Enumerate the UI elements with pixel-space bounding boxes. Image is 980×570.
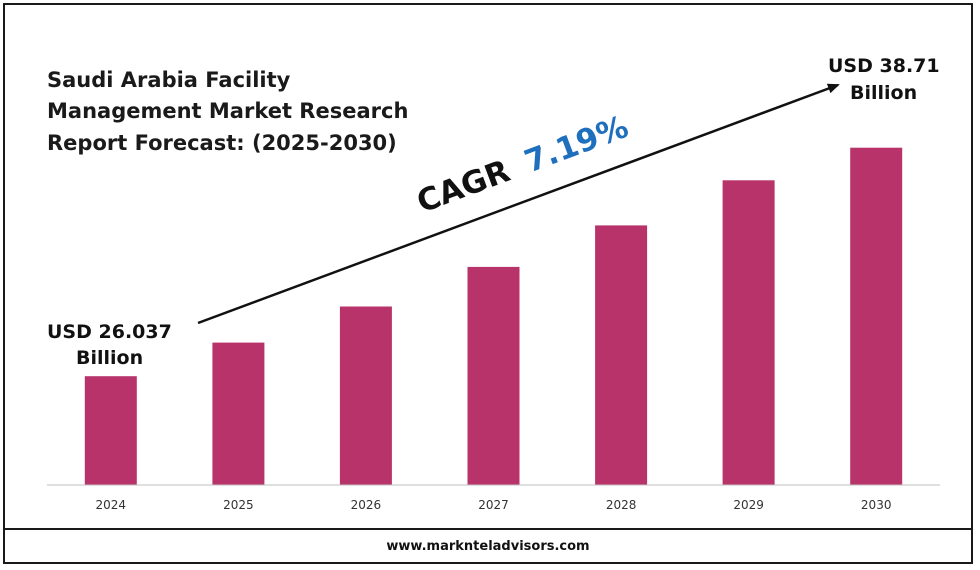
bar-2024 <box>84 376 137 485</box>
cagr-label: CAGR 7.19% <box>412 109 633 221</box>
chart-title-line-1: Saudi Arabia Facility <box>47 68 291 92</box>
x-tick-label-2027: 2027 <box>478 498 509 512</box>
footer-website: www.marknteladvisors.com <box>386 538 590 554</box>
x-tick-label-2026: 2026 <box>351 498 382 512</box>
cagr-value: 7.19% <box>520 109 633 180</box>
x-tick-label-2030: 2030 <box>861 498 892 512</box>
growth-arrow <box>197 83 840 325</box>
end-value-label-line-1: USD 38.71 <box>828 55 940 77</box>
bar-group <box>84 147 903 486</box>
tick-label-group: 2024 2025 2026 2027 2028 2029 2030 <box>96 498 892 512</box>
chart-title-line-3: Report Forecast: (2025-2030) <box>47 131 397 155</box>
bar-2030 <box>850 147 903 485</box>
x-tick-label-2024: 2024 <box>96 498 127 512</box>
x-tick-label-2025: 2025 <box>223 498 254 512</box>
bar-2028 <box>595 225 648 485</box>
start-value-label-line-2: Billion <box>76 347 143 369</box>
bar-2027 <box>467 266 520 485</box>
x-tick-label-2029: 2029 <box>733 498 764 512</box>
footer-bar: www.marknteladvisors.com <box>5 528 971 562</box>
bar-2025 <box>212 342 265 485</box>
start-value-label-line-1: USD 26.037 <box>47 321 172 343</box>
bar-2029 <box>722 180 775 486</box>
chart-title-line-2: Management Market Research <box>47 99 408 123</box>
end-value-label-line-2: Billion <box>850 82 917 104</box>
x-tick-label-2028: 2028 <box>606 498 637 512</box>
bar-2026 <box>339 306 392 485</box>
